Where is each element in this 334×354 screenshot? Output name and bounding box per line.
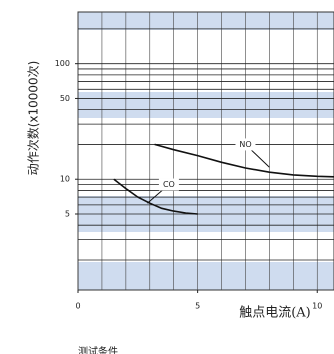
y-axis-label: 动作次数(x10000次) (26, 61, 41, 176)
series-line (113, 178, 198, 215)
y-tick-label: 100 (55, 59, 70, 68)
x-tick-label: 0 (75, 302, 80, 311)
x-tick-label: 5 (195, 302, 200, 311)
x-tick-label: 10 (312, 302, 322, 311)
footnote: 测试条件 (78, 345, 118, 354)
y-tick-label: 10 (60, 175, 70, 184)
x-axis-label: 触点电流(A) (239, 306, 311, 321)
y-tick-label: 50 (60, 94, 70, 103)
annotation: CO (163, 180, 175, 189)
band (78, 12, 334, 30)
annotation-box (158, 178, 179, 191)
series-line (154, 143, 334, 178)
annotation-box (235, 138, 256, 151)
band (78, 92, 334, 118)
annotation: NO (239, 140, 251, 149)
y-tick-label: 5 (65, 210, 70, 219)
plot-frame (77, 11, 334, 291)
band (78, 262, 334, 290)
